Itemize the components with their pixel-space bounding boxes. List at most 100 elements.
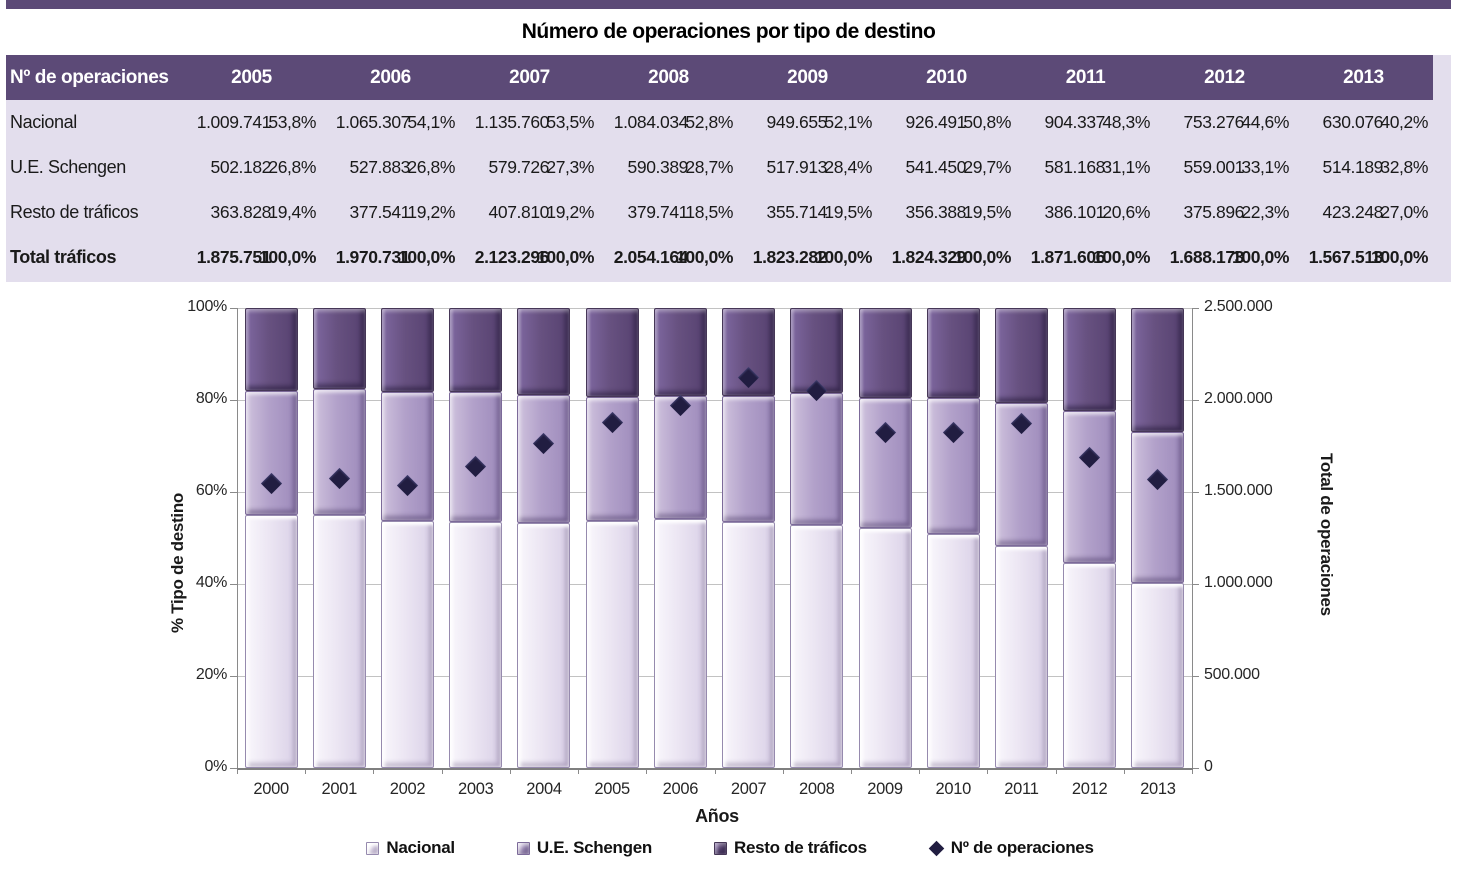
bar-segment-schengen bbox=[653, 395, 707, 520]
table-top-border bbox=[6, 0, 1451, 9]
percent-cell: 27,3% bbox=[546, 157, 594, 177]
x-axis-tick bbox=[237, 768, 238, 774]
value-cell: 2.054.164 bbox=[613, 247, 689, 267]
x-axis-title: Años bbox=[695, 806, 739, 826]
right-axis-tick bbox=[1192, 492, 1199, 493]
right-axis-tick-label: 2.500.000 bbox=[1204, 298, 1273, 315]
bar-segment-nacional bbox=[790, 525, 844, 768]
legend-swatch-icon bbox=[516, 841, 530, 855]
percent-cell: 48,3% bbox=[1102, 112, 1150, 132]
value-cell: 1.970.731 bbox=[335, 247, 411, 267]
value-cell: 377.541 bbox=[349, 202, 411, 222]
bar-segment-nacional bbox=[517, 523, 571, 768]
percent-cell: 27,0% bbox=[1380, 202, 1428, 222]
column-header-year: 2007 bbox=[460, 55, 599, 100]
x-axis-tick bbox=[850, 768, 852, 774]
value-cell: 379.741 bbox=[627, 202, 689, 222]
bar-segment-nacional bbox=[312, 515, 366, 768]
column-header-year: 2013 bbox=[1294, 55, 1433, 100]
left-axis-tick bbox=[230, 676, 237, 677]
value-cell: 1.084.034 bbox=[613, 112, 689, 132]
column-header-year: 2010 bbox=[877, 55, 1016, 100]
legend-label: Nacional bbox=[386, 838, 455, 857]
value-cell: 579.726 bbox=[488, 157, 550, 177]
bar-segment-nacional bbox=[585, 520, 639, 768]
percent-cell: 100,0% bbox=[815, 247, 872, 267]
chart-legend: Nacional U.E. Schengen Resto de tráficos Nº… bbox=[180, 838, 1280, 858]
right-axis-tick-label: 500.000 bbox=[1204, 666, 1260, 683]
x-axis-tick bbox=[714, 768, 716, 774]
x-axis-tick bbox=[441, 768, 443, 774]
value-cell: 355.714 bbox=[766, 202, 828, 222]
x-axis-category-label: 2002 bbox=[389, 780, 426, 798]
value-cell: 926.491 bbox=[905, 112, 967, 132]
right-axis-tick bbox=[1192, 584, 1199, 585]
bar-segment-nacional bbox=[449, 522, 503, 768]
value-cell: 581.168 bbox=[1044, 157, 1106, 177]
right-axis-tick bbox=[1192, 768, 1199, 769]
left-axis-tick-label: 0% bbox=[204, 758, 227, 775]
bar-segment-schengen bbox=[790, 393, 844, 526]
percent-cell: 100,0% bbox=[1371, 247, 1428, 267]
left-axis-tick-label: 80% bbox=[195, 390, 227, 407]
percent-cell: 100,0% bbox=[537, 247, 594, 267]
x-axis-tick bbox=[987, 768, 989, 774]
x-axis-tick bbox=[373, 768, 375, 774]
percent-cell: 29,7% bbox=[963, 157, 1011, 177]
legend-swatch-icon bbox=[366, 841, 380, 855]
percent-cell: 26,8% bbox=[407, 157, 455, 177]
legend-item: Nº de operaciones bbox=[928, 838, 1094, 858]
percent-cell: 19,2% bbox=[546, 202, 594, 222]
percent-cell: 19,5% bbox=[963, 202, 1011, 222]
x-axis-tick bbox=[1123, 768, 1125, 774]
bar-segment-resto bbox=[926, 308, 980, 398]
x-axis-category-label: 2001 bbox=[321, 780, 358, 798]
x-axis-category-label: 2005 bbox=[594, 780, 630, 798]
left-axis-tick-label: 40% bbox=[195, 574, 227, 591]
right-axis-tick-label: 0 bbox=[1204, 758, 1213, 775]
operations-table-grid: Nº de operaciones 2005 2006 2007 2008 2009 201… bbox=[6, 55, 1451, 282]
left-axis-tick bbox=[230, 400, 237, 401]
left-axis-title: % Tipo de destino bbox=[168, 492, 187, 634]
percent-cell: 100,0% bbox=[398, 247, 455, 267]
percent-cell: 19,2% bbox=[407, 202, 455, 222]
percent-cell: 28,7% bbox=[685, 157, 733, 177]
x-axis-tick bbox=[578, 768, 580, 774]
left-axis-tick bbox=[230, 768, 237, 769]
value-cell: 423.248 bbox=[1322, 202, 1384, 222]
right-axis-tick-label: 1.000.000 bbox=[1204, 574, 1273, 591]
left-axis-tick bbox=[230, 308, 237, 309]
value-cell: 1.871.606 bbox=[1030, 247, 1106, 267]
percent-cell: 54,1% bbox=[407, 112, 455, 132]
gridline bbox=[237, 492, 1192, 493]
value-cell: 1.823.282 bbox=[752, 247, 828, 267]
value-cell: 630.076 bbox=[1322, 112, 1384, 132]
legend-item: Resto de tráficos bbox=[713, 838, 867, 858]
x-axis-category-label: 2010 bbox=[935, 780, 971, 798]
percent-cell: 100,0% bbox=[954, 247, 1011, 267]
value-cell: 527.883 bbox=[349, 157, 411, 177]
percent-cell: 53,5% bbox=[546, 112, 594, 132]
value-cell: 407.810 bbox=[488, 202, 550, 222]
gridline bbox=[237, 308, 1192, 309]
x-axis-category-label: 2008 bbox=[799, 780, 835, 798]
percent-cell: 52,1% bbox=[824, 112, 872, 132]
bar-segment-schengen bbox=[244, 390, 298, 515]
value-cell: 375.896 bbox=[1183, 202, 1245, 222]
operations-table: Número de operaciones por tipo de destin… bbox=[6, 0, 1451, 282]
row-label: U.E. Schengen bbox=[10, 157, 126, 177]
value-cell: 904.337 bbox=[1044, 112, 1106, 132]
value-cell: 502.182 bbox=[210, 157, 272, 177]
value-cell: 363.828 bbox=[210, 202, 272, 222]
column-header-year: 2011 bbox=[1016, 55, 1155, 100]
right-axis-line bbox=[1192, 308, 1193, 768]
bar-segment-resto bbox=[585, 308, 639, 398]
row-label: Nacional bbox=[10, 112, 77, 132]
percent-cell: 40,2% bbox=[1380, 112, 1428, 132]
value-cell: 541.450 bbox=[905, 157, 967, 177]
percent-cell: 100,0% bbox=[259, 247, 316, 267]
percent-cell: 53,8% bbox=[268, 112, 316, 132]
value-cell: 590.389 bbox=[627, 157, 689, 177]
gridline bbox=[237, 400, 1192, 401]
bar-segment-nacional bbox=[926, 534, 980, 768]
